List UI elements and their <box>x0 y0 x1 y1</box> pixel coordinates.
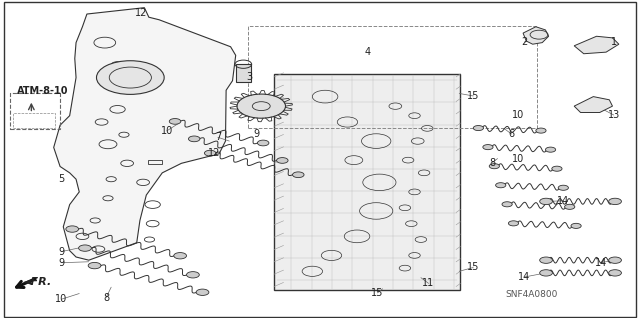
Text: 5: 5 <box>58 174 65 183</box>
Circle shape <box>540 257 552 263</box>
Circle shape <box>571 223 581 228</box>
Text: 7: 7 <box>214 132 221 142</box>
Circle shape <box>495 183 506 188</box>
Text: 9: 9 <box>58 258 65 268</box>
Circle shape <box>88 263 101 269</box>
Text: 11: 11 <box>422 278 435 288</box>
Circle shape <box>186 271 199 278</box>
Polygon shape <box>574 97 612 113</box>
Circle shape <box>237 94 285 118</box>
Circle shape <box>276 158 288 163</box>
Text: 15: 15 <box>467 91 479 101</box>
Bar <box>13 114 55 128</box>
Text: 10: 10 <box>55 294 67 304</box>
Bar <box>10 93 60 129</box>
Circle shape <box>508 221 518 226</box>
Text: 14: 14 <box>557 196 569 206</box>
Text: 15: 15 <box>371 288 383 298</box>
Text: 15: 15 <box>467 263 479 272</box>
Circle shape <box>564 204 575 209</box>
Circle shape <box>196 289 209 295</box>
Circle shape <box>489 164 499 169</box>
Bar <box>248 26 537 128</box>
Text: 10: 10 <box>512 154 524 165</box>
Text: 9: 9 <box>253 129 259 139</box>
Circle shape <box>609 198 621 204</box>
Text: 1: 1 <box>611 37 617 47</box>
Circle shape <box>97 61 164 94</box>
Text: 12: 12 <box>135 8 147 19</box>
Text: 8: 8 <box>490 158 495 168</box>
Text: 10: 10 <box>512 110 524 120</box>
Text: ◄FR.: ◄FR. <box>23 277 52 287</box>
Circle shape <box>609 270 621 276</box>
Text: 3: 3 <box>246 72 253 82</box>
Bar <box>274 74 461 290</box>
Text: 4: 4 <box>365 47 371 56</box>
Circle shape <box>483 145 493 150</box>
Text: 14: 14 <box>595 258 607 268</box>
Circle shape <box>540 198 552 204</box>
Circle shape <box>558 185 568 190</box>
Polygon shape <box>523 27 548 44</box>
Circle shape <box>540 270 552 276</box>
Text: 9: 9 <box>58 247 65 256</box>
Text: 13: 13 <box>607 110 620 120</box>
Text: SNF4A0800: SNF4A0800 <box>505 290 557 299</box>
Text: 10: 10 <box>161 126 173 136</box>
Polygon shape <box>574 36 619 54</box>
Circle shape <box>502 202 512 207</box>
Text: ATM-8-10: ATM-8-10 <box>17 86 68 96</box>
Circle shape <box>204 150 216 156</box>
Circle shape <box>188 136 200 142</box>
Circle shape <box>292 172 304 178</box>
Circle shape <box>609 257 621 263</box>
Circle shape <box>552 166 562 171</box>
Circle shape <box>536 128 546 133</box>
Text: 2: 2 <box>521 37 527 47</box>
Text: 12: 12 <box>209 148 221 158</box>
Text: 14: 14 <box>518 272 531 282</box>
Circle shape <box>66 226 79 232</box>
Circle shape <box>170 119 180 124</box>
Circle shape <box>79 245 92 251</box>
Circle shape <box>473 125 483 130</box>
Circle shape <box>257 140 269 146</box>
Text: 6: 6 <box>509 129 515 139</box>
Bar <box>236 64 251 82</box>
Polygon shape <box>54 8 236 260</box>
Circle shape <box>545 147 556 152</box>
Circle shape <box>173 253 186 259</box>
Text: 8: 8 <box>103 293 109 303</box>
Bar <box>148 160 162 164</box>
